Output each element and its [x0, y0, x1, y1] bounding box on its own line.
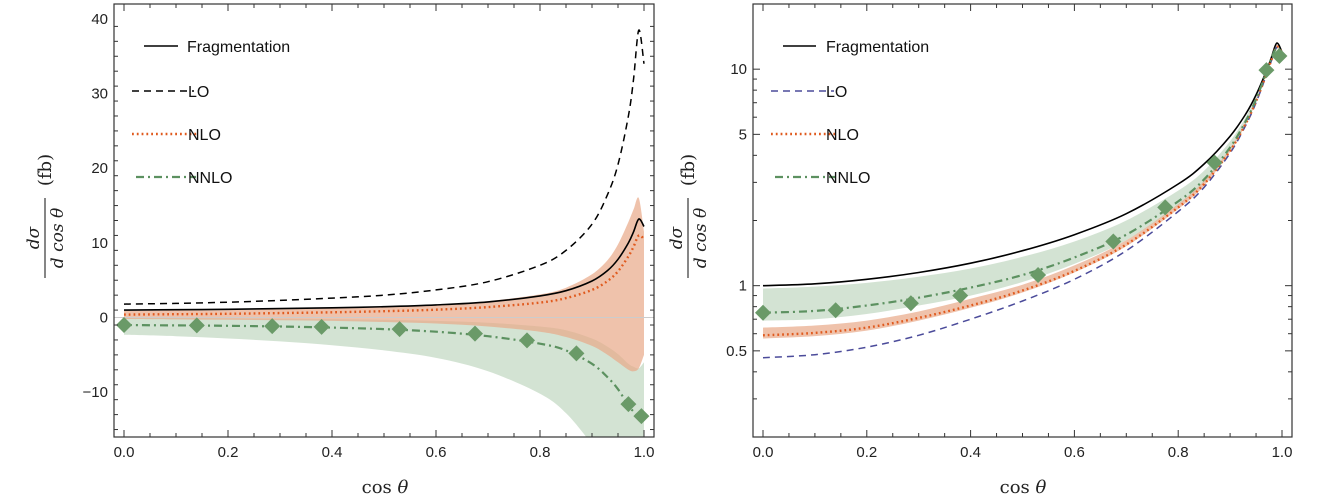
x-axis-label-theta: θ — [398, 477, 409, 498]
nnlo-marker — [264, 318, 281, 335]
y-tick-label: 5 — [739, 126, 747, 143]
x-tick-label: 0.0 — [753, 444, 774, 461]
nnlo-marker — [633, 408, 650, 425]
nnlo-band — [763, 45, 1282, 321]
nnlo-marker — [116, 317, 132, 334]
left-panel: 0.0 0.2 0.4 0.6 0.8 1.0 −10 0 10 20 30 40 Fragmenta… — [24, 3, 655, 498]
y-label-numerator: dσ — [24, 226, 44, 249]
x-axis-label-theta: θ — [1036, 477, 1047, 498]
x-tick-label: 0.4 — [322, 444, 343, 461]
legend-label-nlo: NLO — [188, 127, 221, 144]
right-panel: 0.0 0.2 0.4 0.6 0.8 1.0 0.5 1 5 10 Fragmentation L… — [667, 3, 1293, 498]
right-y-axis-label: dσ d cos θ (fb) — [667, 154, 711, 278]
left-bands — [124, 197, 644, 437]
y-tick-label: 10 — [730, 61, 747, 78]
y-tick-label: 40 — [91, 11, 108, 28]
x-axis-label-cos: cos — [1000, 477, 1036, 498]
nnlo-marker — [313, 318, 330, 335]
legend-label-nnlo: NNLO — [188, 170, 232, 187]
fragmentation-line — [123, 218, 645, 311]
x-tick-label: 0.2 — [856, 444, 877, 461]
y-label-unit: (fb) — [678, 154, 699, 186]
nnlo-marker — [1258, 62, 1275, 79]
nnlo-marker — [188, 317, 205, 334]
left-x-axis-label: cos θ — [362, 477, 409, 498]
left-ticks: 0.0 0.2 0.4 0.6 0.8 1.0 −10 0 10 20 30 40 — [83, 4, 655, 461]
legend-label-fragmentation: Fragmentation — [826, 39, 929, 56]
y-tick-label: −10 — [83, 384, 108, 401]
x-tick-label: 0.0 — [114, 444, 135, 461]
right-bands — [763, 45, 1282, 339]
nnlo-marker — [902, 295, 919, 312]
y-tick-label: 1 — [739, 278, 747, 295]
nnlo-marker — [1271, 48, 1288, 65]
x-tick-label: 1.0 — [1272, 444, 1293, 461]
right-markers — [755, 48, 1288, 321]
y-label-unit: (fb) — [35, 154, 56, 186]
y-label-denominator: d cos θ — [691, 208, 711, 268]
y-axis-label: dσ d cos θ (fb) — [667, 154, 711, 278]
nnlo-marker — [519, 332, 535, 349]
x-axis-label: cos θ — [362, 477, 409, 498]
y-tick-label: 30 — [91, 86, 108, 103]
left-y-axis-label: dσ d cos θ (fb) — [24, 154, 68, 278]
x-tick-label: 0.6 — [426, 444, 447, 461]
nnlo-marker — [1157, 199, 1174, 216]
x-tick-label: 1.0 — [634, 444, 655, 461]
nnlo-marker — [1105, 233, 1122, 250]
nnlo-marker — [1206, 154, 1223, 171]
nnlo-marker — [827, 302, 844, 319]
left-lines — [123, 29, 645, 420]
x-tick-label: 0.4 — [960, 444, 981, 461]
nnlo-marker — [467, 325, 483, 342]
y-tick-label: 20 — [91, 160, 108, 177]
legend-label-lo: LO — [826, 84, 847, 101]
y-axis-label: dσ d cos θ (fb) — [24, 154, 68, 278]
legend-label-lo: LO — [188, 84, 209, 101]
left-markers — [116, 317, 650, 425]
left-legend: Fragmentation LO NLO NNLO — [132, 39, 290, 187]
right-plot-frame — [752, 3, 1293, 438]
right-ticks: 0.0 0.2 0.4 0.6 0.8 1.0 0.5 1 5 10 — [726, 4, 1292, 461]
nnlo-marker — [952, 287, 969, 304]
lo-line — [123, 29, 645, 305]
right-legend: Fragmentation LO NLO NNLO — [771, 39, 929, 187]
x-tick-label: 0.2 — [218, 444, 239, 461]
x-tick-label: 0.6 — [1064, 444, 1085, 461]
right-x-axis-label: cos θ — [1000, 477, 1047, 498]
y-tick-label: 0.5 — [726, 343, 747, 360]
nnlo-band — [124, 317, 644, 437]
nlo-line — [123, 234, 645, 316]
nnlo-marker — [391, 321, 408, 338]
nnlo-marker — [1030, 267, 1047, 284]
fragmentation-line — [762, 42, 1283, 287]
legend-label-nlo: NLO — [826, 127, 859, 144]
nnlo-marker — [755, 304, 771, 321]
y-label-denominator: d cos θ — [48, 208, 68, 268]
nnlo-marker — [568, 345, 585, 362]
nnlo-marker — [620, 396, 637, 413]
x-tick-label: 0.8 — [530, 444, 551, 461]
y-label-numerator: dσ — [667, 226, 687, 249]
x-axis-label-cos: cos — [362, 477, 398, 498]
legend-label-fragmentation: Fragmentation — [187, 39, 290, 56]
x-tick-label: 0.8 — [1168, 444, 1189, 461]
y-tick-label: 10 — [91, 235, 108, 252]
x-axis-label: cos θ — [1000, 477, 1047, 498]
legend-label-nnlo: NNLO — [826, 170, 870, 187]
y-tick-label: 0 — [100, 310, 108, 327]
nnlo-line — [123, 323, 645, 420]
nlo-band — [124, 197, 644, 372]
